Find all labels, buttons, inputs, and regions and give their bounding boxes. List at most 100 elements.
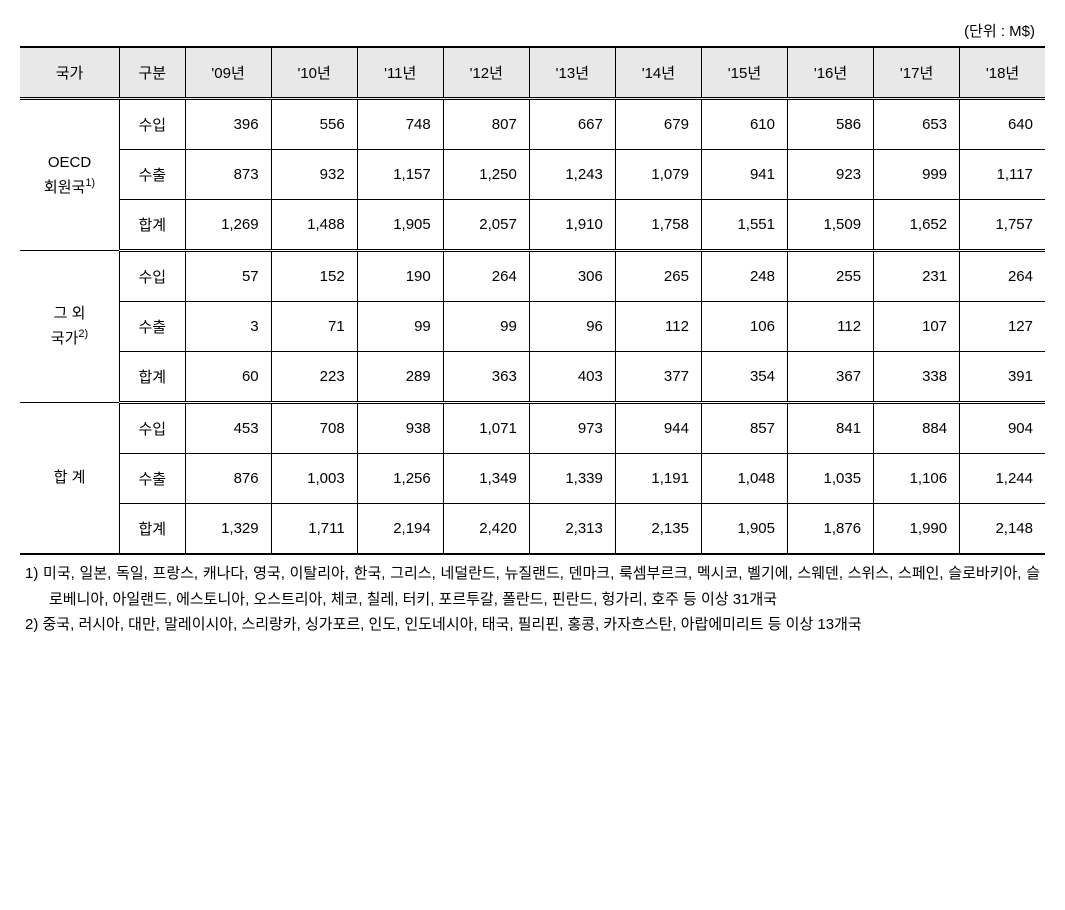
unit-label: (단위 : M$) xyxy=(20,20,1045,41)
data-value: 999 xyxy=(874,150,960,200)
data-value: 363 xyxy=(443,352,529,403)
data-value: 231 xyxy=(874,251,960,302)
table-row: OECD회원국1)수입39655674880766767961058665364… xyxy=(20,99,1045,150)
data-value: 1,990 xyxy=(874,504,960,555)
data-value: 3 xyxy=(185,302,271,352)
header-year-09: '09년 xyxy=(185,47,271,99)
data-value: 556 xyxy=(271,99,357,150)
header-year-16: '16년 xyxy=(788,47,874,99)
data-value: 107 xyxy=(874,302,960,352)
data-value: 1,758 xyxy=(615,200,701,251)
data-value: 112 xyxy=(788,302,874,352)
trade-data-table: 국가 구분 '09년 '10년 '11년 '12년 '13년 '14년 '15년… xyxy=(20,46,1045,555)
data-value: 1,757 xyxy=(960,200,1045,251)
data-value: 944 xyxy=(615,403,701,454)
data-value: 338 xyxy=(874,352,960,403)
data-value: 610 xyxy=(701,99,787,150)
category-label: 수출 xyxy=(120,454,186,504)
table-row: 그 외국가2)수입57152190264306265248255231264 xyxy=(20,251,1045,302)
data-value: 807 xyxy=(443,99,529,150)
footnotes-section: 1) 미국, 일본, 독일, 프랑스, 캐나다, 영국, 이탈리아, 한국, 그… xyxy=(20,561,1045,638)
table-row: 수출8761,0031,2561,3491,3391,1911,0481,035… xyxy=(20,454,1045,504)
category-label: 수입 xyxy=(120,403,186,454)
data-value: 1,339 xyxy=(529,454,615,504)
data-value: 265 xyxy=(615,251,701,302)
data-value: 708 xyxy=(271,403,357,454)
data-value: 1,079 xyxy=(615,150,701,200)
category-label: 합계 xyxy=(120,504,186,555)
category-label: 수출 xyxy=(120,302,186,352)
data-value: 1,509 xyxy=(788,200,874,251)
data-value: 264 xyxy=(960,251,1045,302)
data-value: 127 xyxy=(960,302,1045,352)
data-value: 640 xyxy=(960,99,1045,150)
data-value: 1,106 xyxy=(874,454,960,504)
data-value: 941 xyxy=(701,150,787,200)
data-value: 667 xyxy=(529,99,615,150)
header-year-11: '11년 xyxy=(357,47,443,99)
data-value: 1,329 xyxy=(185,504,271,555)
table-row: 합계1,2691,4881,9052,0571,9101,7581,5511,5… xyxy=(20,200,1045,251)
data-value: 248 xyxy=(701,251,787,302)
data-value: 2,194 xyxy=(357,504,443,555)
data-value: 1,910 xyxy=(529,200,615,251)
country-label: 합 계 xyxy=(20,403,120,555)
data-value: 152 xyxy=(271,251,357,302)
data-value: 2,135 xyxy=(615,504,701,555)
data-value: 653 xyxy=(874,99,960,150)
header-year-14: '14년 xyxy=(615,47,701,99)
data-value: 1,269 xyxy=(185,200,271,251)
data-value: 1,551 xyxy=(701,200,787,251)
data-value: 923 xyxy=(788,150,874,200)
data-value: 1,048 xyxy=(701,454,787,504)
category-label: 합계 xyxy=(120,352,186,403)
data-value: 1,876 xyxy=(788,504,874,555)
data-value: 2,148 xyxy=(960,504,1045,555)
data-value: 1,488 xyxy=(271,200,357,251)
header-year-17: '17년 xyxy=(874,47,960,99)
table-row: 합 계수입4537089381,071973944857841884904 xyxy=(20,403,1045,454)
header-year-15: '15년 xyxy=(701,47,787,99)
data-value: 884 xyxy=(874,403,960,454)
data-value: 1,035 xyxy=(788,454,874,504)
data-value: 2,420 xyxy=(443,504,529,555)
data-value: 106 xyxy=(701,302,787,352)
data-value: 932 xyxy=(271,150,357,200)
data-value: 1,243 xyxy=(529,150,615,200)
data-value: 71 xyxy=(271,302,357,352)
data-value: 679 xyxy=(615,99,701,150)
data-value: 904 xyxy=(960,403,1045,454)
data-value: 112 xyxy=(615,302,701,352)
data-value: 96 xyxy=(529,302,615,352)
data-value: 1,117 xyxy=(960,150,1045,200)
header-category: 구분 xyxy=(120,47,186,99)
data-value: 57 xyxy=(185,251,271,302)
data-value: 396 xyxy=(185,99,271,150)
header-year-13: '13년 xyxy=(529,47,615,99)
data-value: 973 xyxy=(529,403,615,454)
table-row: 합계60223289363403377354367338391 xyxy=(20,352,1045,403)
data-value: 403 xyxy=(529,352,615,403)
data-value: 1,256 xyxy=(357,454,443,504)
data-value: 289 xyxy=(357,352,443,403)
data-value: 1,250 xyxy=(443,150,529,200)
table-header-row: 국가 구분 '09년 '10년 '11년 '12년 '13년 '14년 '15년… xyxy=(20,47,1045,99)
data-value: 2,313 xyxy=(529,504,615,555)
country-label: 그 외국가2) xyxy=(20,251,120,403)
country-label: OECD회원국1) xyxy=(20,99,120,251)
data-value: 223 xyxy=(271,352,357,403)
category-label: 수입 xyxy=(120,99,186,150)
data-value: 99 xyxy=(443,302,529,352)
data-value: 1,003 xyxy=(271,454,357,504)
data-value: 255 xyxy=(788,251,874,302)
table-row: 수출371999996112106112107127 xyxy=(20,302,1045,352)
data-value: 938 xyxy=(357,403,443,454)
footnote-1: 1) 미국, 일본, 독일, 프랑스, 캐나다, 영국, 이탈리아, 한국, 그… xyxy=(25,561,1040,612)
category-label: 합계 xyxy=(120,200,186,251)
data-value: 1,157 xyxy=(357,150,443,200)
data-value: 377 xyxy=(615,352,701,403)
data-value: 857 xyxy=(701,403,787,454)
data-value: 841 xyxy=(788,403,874,454)
data-value: 1,349 xyxy=(443,454,529,504)
data-value: 1,191 xyxy=(615,454,701,504)
